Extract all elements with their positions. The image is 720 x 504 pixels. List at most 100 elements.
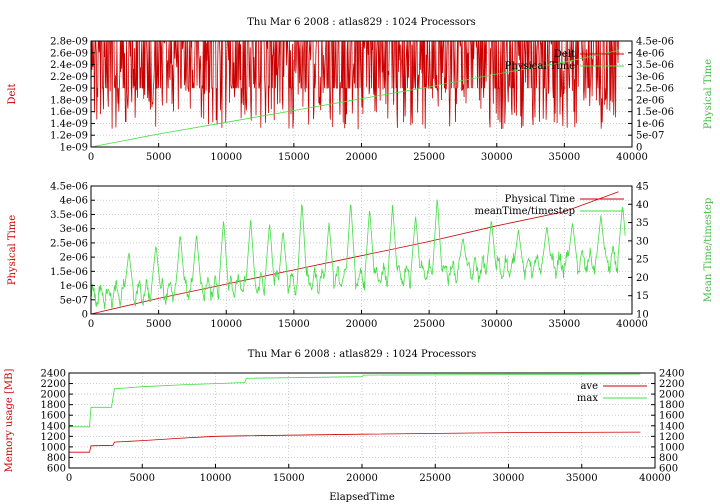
y-tick-label: 2.5e-06 bbox=[50, 238, 88, 249]
y-tick-label: 2.6e-09 bbox=[50, 48, 88, 59]
x-tick-label: 40000 bbox=[639, 473, 671, 484]
series-line-meantime-timestep bbox=[90, 199, 626, 310]
x-tick-label: 5000 bbox=[146, 152, 171, 163]
y-tick-label: 4.5e-06 bbox=[50, 182, 88, 193]
series-line-physical-time bbox=[90, 191, 619, 315]
y-tick-label: 2.8e-09 bbox=[50, 37, 88, 48]
y-tick-label: 3.5e-06 bbox=[50, 210, 88, 221]
x-tick-label: 15000 bbox=[273, 473, 305, 484]
x-tick-label: 5000 bbox=[146, 319, 171, 330]
x-tick-label: 35000 bbox=[548, 152, 580, 163]
y-tick-label: 600 bbox=[47, 464, 66, 475]
y-tick-label: 2.4e-09 bbox=[50, 60, 88, 71]
y2-tick-label: 1800 bbox=[659, 400, 684, 411]
y2-tick-label: 3e-06 bbox=[636, 72, 664, 83]
y-tick-label: 1.4e-09 bbox=[50, 119, 88, 130]
y-tick-label: 2e-09 bbox=[60, 84, 88, 95]
y2-tick-label: 2400 bbox=[659, 369, 684, 380]
y-tick-label: 1.5e-06 bbox=[50, 267, 88, 278]
legend-label: meanTime/timestep bbox=[474, 206, 575, 217]
x-tick-label: 35000 bbox=[548, 319, 580, 330]
y-tick-label: 1800 bbox=[41, 400, 66, 411]
y-tick-label: 1e-09 bbox=[60, 143, 88, 154]
x-tick-label: 40000 bbox=[616, 152, 648, 163]
y-tick-label: 1.8e-09 bbox=[50, 95, 88, 106]
y2-tick-label: 2000 bbox=[659, 390, 684, 401]
y2-tick-label: 1e-06 bbox=[636, 119, 664, 130]
y2-tick-label: 5e-07 bbox=[636, 131, 664, 142]
y-tick-label: 0 bbox=[82, 310, 88, 321]
y-tick-label: 1.6e-09 bbox=[50, 107, 88, 118]
y2-tick-label: 1400 bbox=[659, 421, 684, 432]
chart-title: Thu Mar 6 2008 : atlas829 : 1024 Process… bbox=[248, 349, 477, 360]
y2-tick-label: 2e-06 bbox=[636, 95, 664, 106]
y-axis-label: Physical Time bbox=[7, 215, 18, 285]
y2-tick-label: 3.5e-06 bbox=[636, 60, 674, 71]
x-tick-label: 25000 bbox=[413, 319, 445, 330]
y-tick-label: 5e-07 bbox=[60, 295, 88, 306]
x-axis-label: ElapsedTime bbox=[329, 492, 395, 503]
y-axis-label: Delt bbox=[7, 83, 18, 104]
x-tick-label: 30000 bbox=[481, 152, 513, 163]
x-tick-label: 15000 bbox=[278, 152, 310, 163]
x-tick-label: 0 bbox=[88, 152, 94, 163]
legend-label: max bbox=[577, 393, 598, 404]
series-line-delt bbox=[90, 40, 619, 130]
y2-tick-label: 25 bbox=[636, 255, 649, 266]
y2-tick-label: 800 bbox=[659, 453, 678, 464]
y2-tick-label: 1.5e-06 bbox=[636, 107, 674, 118]
x-tick-label: 0 bbox=[66, 473, 72, 484]
y-tick-label: 2e-06 bbox=[60, 253, 88, 264]
y-tick-label: 3e-06 bbox=[60, 224, 88, 235]
y-tick-label: 1600 bbox=[41, 411, 66, 422]
x-tick-label: 20000 bbox=[346, 319, 378, 330]
x-tick-label: 10000 bbox=[210, 319, 242, 330]
x-tick-label: 5000 bbox=[130, 473, 155, 484]
y2-tick-label: 2200 bbox=[659, 379, 684, 390]
y2-tick-label: 40 bbox=[636, 200, 649, 211]
y-tick-label: 2400 bbox=[41, 369, 66, 380]
y2-tick-label: 30 bbox=[636, 236, 649, 247]
x-tick-label: 40000 bbox=[616, 319, 648, 330]
legend-label: ave bbox=[580, 381, 598, 392]
y-tick-label: 1200 bbox=[41, 432, 66, 443]
legend-label: Delt bbox=[554, 49, 575, 60]
y2-axis-label: Physical Time bbox=[703, 59, 714, 129]
y-axis-label: Memory usage [MB] bbox=[4, 369, 15, 473]
y-tick-label: 1.2e-09 bbox=[50, 131, 88, 142]
chart-title: Thu Mar 6 2008 : atlas829 : 1024 Process… bbox=[247, 17, 476, 28]
x-tick-label: 25000 bbox=[419, 473, 451, 484]
x-tick-label: 20000 bbox=[346, 473, 378, 484]
y2-tick-label: 4.5e-06 bbox=[636, 37, 674, 48]
y2-tick-label: 1000 bbox=[659, 442, 684, 453]
y-tick-label: 2200 bbox=[41, 379, 66, 390]
y2-axis-label: Mean Time/timestep bbox=[703, 198, 714, 302]
x-tick-label: 10000 bbox=[210, 152, 242, 163]
y2-tick-label: 600 bbox=[659, 464, 678, 475]
legend-label: Physical Time bbox=[505, 194, 575, 205]
x-tick-label: 15000 bbox=[278, 319, 310, 330]
x-tick-label: 10000 bbox=[200, 473, 232, 484]
series-line-max bbox=[69, 373, 641, 428]
y2-tick-label: 10 bbox=[636, 310, 649, 321]
x-tick-label: 25000 bbox=[413, 152, 445, 163]
y2-tick-label: 35 bbox=[636, 218, 649, 229]
y-tick-label: 2000 bbox=[41, 390, 66, 401]
y2-tick-label: 4e-06 bbox=[636, 48, 664, 59]
y-tick-label: 1000 bbox=[41, 442, 66, 453]
y2-tick-label: 0 bbox=[636, 143, 642, 154]
y2-tick-label: 2.5e-06 bbox=[636, 84, 674, 95]
x-tick-label: 30000 bbox=[481, 319, 513, 330]
y-tick-label: 1400 bbox=[41, 421, 66, 432]
series-line-physical-time bbox=[90, 50, 619, 148]
y2-tick-label: 1200 bbox=[659, 432, 684, 443]
legend-label: Physical Time bbox=[505, 61, 575, 72]
y2-tick-label: 1600 bbox=[659, 411, 684, 422]
y-tick-label: 2.2e-09 bbox=[50, 72, 88, 83]
y2-tick-label: 20 bbox=[636, 273, 649, 284]
x-tick-label: 0 bbox=[88, 319, 94, 330]
plot-frame bbox=[68, 372, 656, 469]
y-tick-label: 800 bbox=[47, 453, 66, 464]
y2-tick-label: 15 bbox=[636, 291, 649, 302]
